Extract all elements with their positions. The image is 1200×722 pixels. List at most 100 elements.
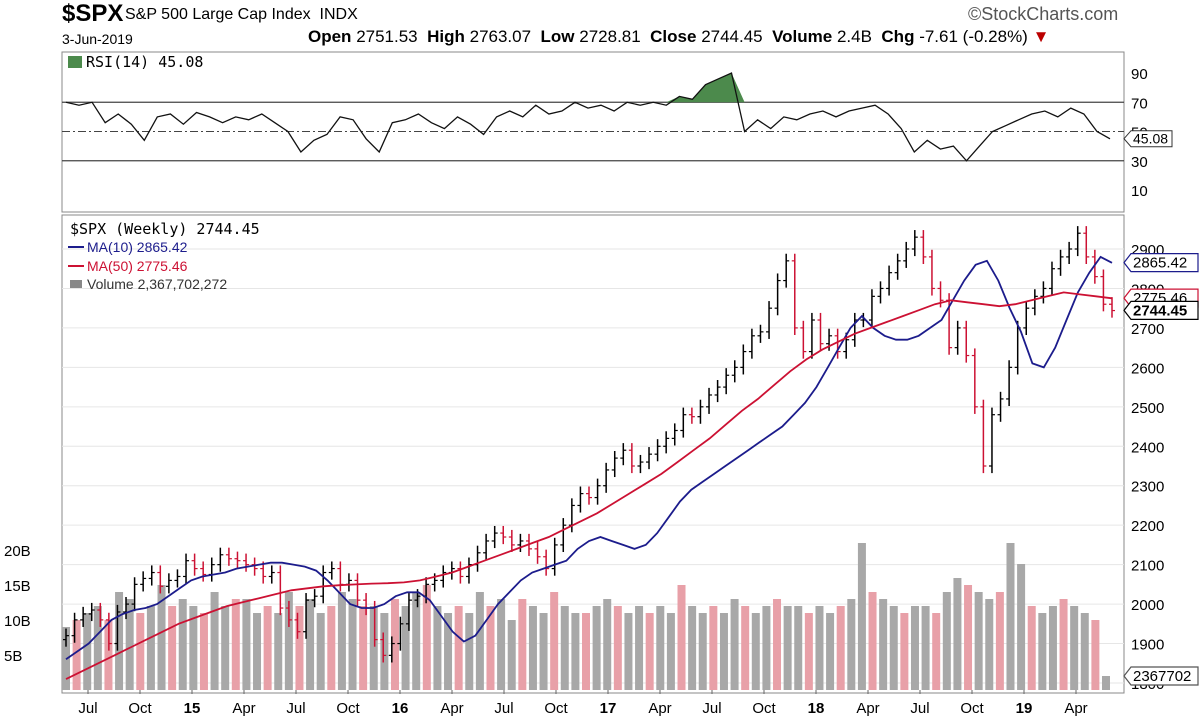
volume-bar (72, 620, 81, 690)
rsi-grid (62, 101, 1124, 162)
low-label: Low (540, 27, 575, 46)
volume-tick-label: 20B (4, 543, 31, 560)
rsi-value-tag-box (1123, 130, 1173, 148)
volume-bar (528, 606, 537, 690)
volume-bar (921, 606, 930, 690)
legend-title: $SPX (Weekly) 2744.45 (70, 220, 260, 238)
brand-logo[interactable]: ©StockCharts.com (968, 4, 1119, 24)
x-tick-label: Jul (494, 700, 513, 717)
rsi-legend: RSI(14) 45.08 (68, 53, 203, 71)
price-tick-label: 2100 (1131, 558, 1164, 575)
x-tick-label: Oct (752, 700, 776, 717)
volume-bar (1027, 606, 1036, 690)
quote-line: Open 2751.53 High 2763.07 Low 2728.81 Cl… (308, 27, 1049, 47)
volume-bar (826, 613, 835, 690)
volume-tick-label: 15B (4, 578, 31, 595)
volume-bar (656, 606, 665, 690)
volume-bar (571, 613, 580, 690)
x-tick-label: Oct (336, 700, 360, 717)
volume-bar (592, 606, 601, 690)
x-tick-label: Apr (1064, 700, 1087, 717)
rsi-overbought-fill (66, 73, 1110, 103)
volume-bar (295, 606, 304, 690)
volume-tick-label: 5B (4, 648, 22, 665)
volume-bar (603, 599, 612, 690)
rsi-legend-swatch (68, 56, 82, 68)
close-value-tag-box (1123, 300, 1199, 320)
volume-bar (974, 592, 983, 690)
volume-bar (719, 613, 728, 690)
volume-bar (741, 606, 750, 690)
volume-bar (879, 599, 888, 690)
price-tick-label: 1900 (1131, 637, 1164, 654)
quote-date: 3-Jun-2019 (62, 31, 133, 47)
volume-bar (868, 592, 877, 690)
volume-axis: 20B 15B 10B 5B (4, 543, 31, 665)
volume-label: Volume (772, 27, 833, 46)
volume-bar (115, 592, 124, 690)
high-label: High (427, 27, 465, 46)
price-panel-frame (61, 214, 1125, 694)
volume-bar (539, 613, 548, 690)
volume-bar (497, 599, 506, 690)
price-bars (63, 226, 1115, 663)
volume-bar (401, 606, 410, 690)
volume-bar (136, 613, 145, 690)
x-tick-label: 16 (392, 700, 409, 717)
volume-bar (1091, 620, 1100, 690)
volume-bar (964, 585, 973, 690)
volume-bar (157, 585, 166, 690)
volume-value-tag: 2367702 (1133, 668, 1191, 685)
volume-bar (125, 599, 134, 690)
close-value-tag: 2744.45 (1133, 302, 1187, 319)
index-name: S&P 500 Large Cap Index INDX (125, 6, 358, 24)
open-label: Open (308, 27, 352, 46)
volume-bar (178, 599, 187, 690)
volume-bar (210, 592, 219, 690)
volume-bar (412, 592, 421, 690)
volume-bar (995, 592, 1004, 690)
volume-bar (359, 606, 368, 690)
volume-tick-label: 10B (4, 613, 31, 630)
volume-bar (645, 613, 654, 690)
volume-bar (199, 613, 208, 690)
volume-bar (231, 599, 240, 690)
x-tick-label: 17 (600, 700, 617, 717)
volume-bar (1048, 606, 1057, 690)
volume-bar (507, 620, 516, 690)
rsi-tick-label: 10 (1131, 183, 1148, 200)
volume-bar (274, 613, 283, 690)
volume-bar (327, 606, 336, 690)
x-tick-label: Apr (440, 700, 463, 717)
volume-bar (666, 613, 675, 690)
volume-bar (168, 606, 177, 690)
volume-bar (985, 599, 994, 690)
volume-bar (104, 620, 113, 690)
volume-bar (910, 606, 919, 690)
x-tick-label: Jul (702, 700, 721, 717)
rsi-plot (65, 72, 1111, 162)
time-axis: Jul Oct 15 Apr Jul Oct 16 Apr Jul Oct 17 Apr Jul Oct 1… (78, 690, 1088, 717)
rsi-tick-label: 30 (1131, 154, 1148, 171)
volume-bar (857, 543, 866, 690)
volume-bar (836, 606, 845, 690)
volume-bar (1070, 606, 1079, 690)
volume-bar (83, 613, 92, 690)
volume-bar (709, 606, 718, 690)
volume-bar (953, 578, 962, 690)
volume-bar (1102, 676, 1110, 690)
volume-bar (454, 606, 463, 690)
x-tick-label: Apr (648, 700, 671, 717)
volume-bar (815, 606, 824, 690)
volume-bar (146, 606, 155, 690)
volume-bar (486, 606, 495, 690)
price-tick-label: 2600 (1131, 360, 1164, 377)
open-value: 2751.53 (356, 27, 418, 46)
volume-bar (582, 613, 590, 690)
volume-bar (688, 606, 697, 690)
x-tick-label: Jul (78, 700, 97, 717)
price-legend: $SPX (Weekly) 2744.45 MA(10) 2865.42 MA(… (68, 220, 260, 292)
price-tick-label: 2300 (1131, 479, 1164, 496)
